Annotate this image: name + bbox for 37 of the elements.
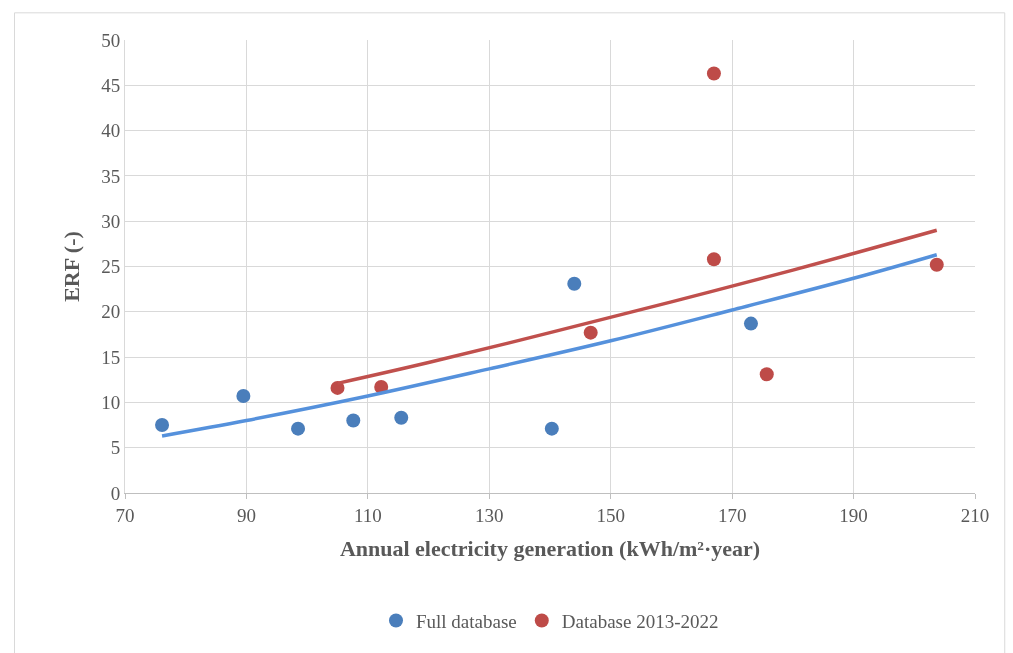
y-tick-label: 0 (110, 482, 121, 504)
point (236, 389, 251, 404)
point (759, 367, 774, 382)
point (394, 410, 409, 425)
x-tick-label: 170 (717, 504, 747, 526)
y-tick-label: 25 (101, 256, 121, 278)
legend-label: Full database (416, 610, 517, 632)
point (706, 252, 721, 267)
y-tick-label: 45 (101, 74, 121, 96)
x-tick-label: 90 (236, 504, 256, 526)
point (155, 418, 170, 433)
y-tick-label: 10 (101, 392, 121, 414)
y-tick-label: 20 (101, 301, 121, 323)
x-axis-title: Annual electricity generation (kWh/m²·year) (339, 535, 761, 561)
legend-label: Database 2013-2022 (561, 610, 719, 632)
point (929, 257, 944, 272)
point (583, 325, 598, 340)
y-tick-label: 40 (101, 120, 121, 142)
line-series (160, 252, 939, 438)
point (743, 316, 758, 331)
x-tick-label: 210 (960, 504, 990, 526)
x-tick-label: 130 (475, 504, 504, 526)
y-tick-label: 50 (101, 29, 121, 51)
x-tick-label: 190 (839, 504, 868, 526)
x-tick-label: 70 (115, 504, 135, 526)
x-tick-label: 110 (353, 504, 382, 526)
y-tick-label: 15 (101, 346, 121, 368)
y-tick-label: 30 (101, 210, 121, 232)
point (291, 421, 306, 436)
point (567, 276, 582, 291)
point (544, 421, 559, 436)
y-tick-label: 35 (101, 165, 121, 187)
x-tick-label: 150 (596, 504, 625, 526)
point (706, 66, 721, 81)
y-axis-title: ERF (-) (59, 231, 84, 302)
y-tick-label: 5 (110, 437, 121, 459)
point (346, 413, 361, 428)
